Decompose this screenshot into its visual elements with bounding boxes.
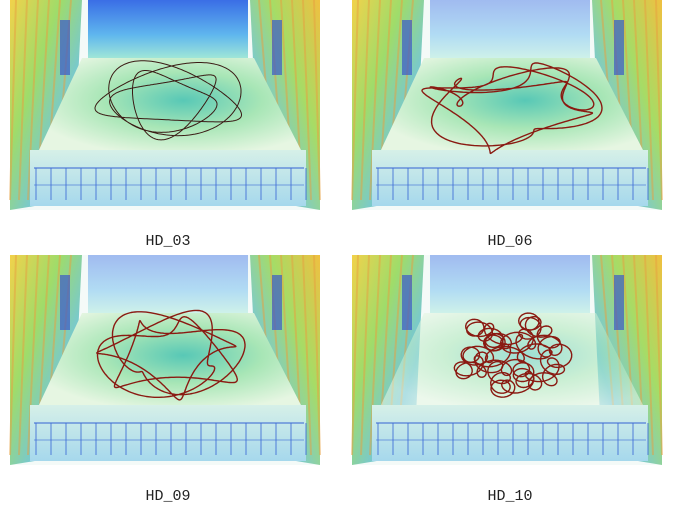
wall-beam: [27, 0, 39, 201]
wall-beam: [360, 0, 370, 201]
front-frame: [372, 150, 648, 206]
right-window: [614, 275, 624, 330]
panel-caption: HD_06: [487, 233, 532, 250]
wall-beam: [360, 254, 370, 456]
wall-beam: [313, 0, 321, 201]
trajectory: [421, 62, 603, 155]
panel-image: [351, 0, 663, 210]
left-window: [402, 20, 412, 75]
wall-beam: [369, 254, 381, 456]
right-window: [272, 275, 282, 330]
trajectory: [453, 312, 573, 398]
panel-image: [9, 254, 321, 465]
floor: [38, 58, 302, 152]
wall-beam: [351, 254, 359, 456]
panel-image: [9, 0, 321, 210]
trajectory: [96, 309, 246, 401]
wall-beam: [644, 254, 654, 456]
front-frame: [372, 405, 648, 461]
wall-beam: [351, 0, 359, 201]
back-wall: [430, 255, 590, 313]
wall-beam: [655, 254, 663, 456]
floor: [380, 58, 644, 152]
left-window: [60, 20, 70, 75]
wall-beam: [18, 254, 28, 456]
wall-beam: [18, 0, 28, 201]
wall-beam: [644, 0, 654, 201]
back-wall: [88, 255, 248, 313]
wall-beam: [9, 254, 17, 456]
wall-beam: [369, 0, 381, 201]
back-wall: [430, 0, 590, 58]
wall-beam: [302, 0, 312, 201]
panel-image: [351, 254, 663, 465]
front-frame: [30, 405, 306, 461]
right-window: [614, 20, 624, 75]
floor: [38, 313, 302, 407]
wall-beam: [27, 254, 39, 456]
wall-beam: [9, 0, 17, 201]
panel-caption: HD_03: [145, 233, 190, 250]
trajectory: [94, 60, 242, 141]
panel-caption: HD_09: [145, 488, 190, 505]
panel-caption: HD_10: [487, 488, 532, 505]
front-frame: [30, 150, 306, 206]
back-wall: [88, 0, 248, 58]
wall-beam: [302, 254, 312, 456]
wall-beam: [313, 254, 321, 456]
wall-beam: [655, 0, 663, 201]
left-window: [402, 275, 412, 330]
right-window: [272, 20, 282, 75]
left-window: [60, 275, 70, 330]
